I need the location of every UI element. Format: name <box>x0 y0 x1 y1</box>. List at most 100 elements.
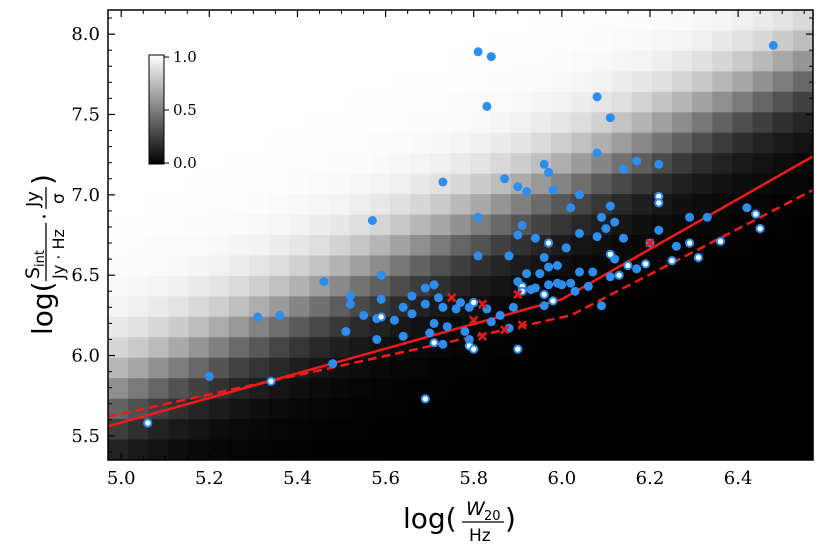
heatmap-cell <box>490 255 512 277</box>
heatmap-cell <box>692 112 713 134</box>
heatmap-cell <box>249 91 270 113</box>
heatmap-cell <box>168 337 190 359</box>
heatmap-cell <box>309 71 331 93</box>
heatmap-cell <box>732 398 754 420</box>
heatmap-cell <box>410 398 431 420</box>
heatmap-cell <box>208 194 230 216</box>
filled-point <box>530 233 540 243</box>
heatmap-cell <box>289 91 311 113</box>
heatmap-cell <box>551 357 572 379</box>
heatmap-cell <box>188 255 210 277</box>
heatmap-cell <box>732 296 754 318</box>
heatmap-cell <box>772 132 794 154</box>
heatmap-cell <box>450 419 472 441</box>
heatmap-cell <box>249 439 270 460</box>
heatmap-cell <box>712 316 734 338</box>
heatmap-cell <box>470 194 492 216</box>
filled-point <box>575 267 584 277</box>
heatmap-cell <box>732 255 754 277</box>
heatmap-cell <box>551 316 572 338</box>
heatmap-cell <box>228 419 250 441</box>
heatmap-cell <box>450 173 472 195</box>
heatmap-cell <box>269 357 290 379</box>
heatmap-cell <box>228 50 250 72</box>
filled-point <box>566 278 576 288</box>
heatmap-cell <box>611 91 633 113</box>
heatmap-cell <box>551 378 572 400</box>
heatmap-cell <box>309 10 331 32</box>
heatmap-cell <box>591 398 613 420</box>
x-axis-ticks: 5.0 5.2 5.4 5.6 5.8 6.0 6.2 6.4 <box>107 10 805 489</box>
heatmap-cell <box>188 91 210 113</box>
heatmap-cell <box>611 316 633 338</box>
heatmap-cell <box>430 153 452 175</box>
heatmap-cell <box>349 30 371 52</box>
heatmap-cell <box>208 112 230 134</box>
heatmap-cell <box>571 10 593 32</box>
heatmap-cell <box>390 275 411 297</box>
heatmap-cell <box>611 173 633 195</box>
heatmap-cell <box>269 71 290 93</box>
heatmap-cell <box>611 337 633 359</box>
heatmap-cell <box>571 194 593 216</box>
heatmap-cell <box>128 91 149 113</box>
heatmap-cell <box>591 316 613 338</box>
filled-point <box>398 302 408 312</box>
heatmap-cell <box>772 337 794 359</box>
open-point <box>755 224 765 234</box>
heatmap-cell <box>228 235 250 257</box>
heatmap-cell <box>531 50 552 72</box>
heatmap-cell <box>289 296 311 318</box>
heatmap-cell <box>510 30 532 52</box>
heatmap-cell <box>430 214 452 236</box>
heatmap-cell <box>410 30 431 52</box>
heatmap-cell <box>531 214 552 236</box>
heatmap-cell <box>792 194 813 216</box>
cross-point <box>468 315 479 325</box>
heatmap-cell <box>772 10 794 32</box>
heatmap-cell <box>369 112 391 134</box>
heatmap-cell <box>490 419 512 441</box>
heatmap-cell <box>228 132 250 154</box>
heatmap-cell <box>329 30 351 52</box>
heatmap-cell <box>249 132 270 154</box>
heatmap-cell <box>470 398 492 420</box>
svg-text:20: 20 <box>484 509 501 524</box>
cross-point <box>499 325 510 335</box>
heatmap-cell <box>108 10 129 32</box>
heatmap-cell <box>148 296 170 318</box>
heatmap-cell <box>148 378 170 400</box>
heatmap-cell <box>551 153 572 175</box>
heatmap-cell <box>470 419 492 441</box>
heatmap-cell <box>309 378 331 400</box>
filled-point <box>451 304 461 314</box>
open-point <box>685 238 695 248</box>
y-tick-label: 5.5 <box>71 426 100 447</box>
filled-point <box>513 230 523 240</box>
heatmap-cell <box>531 30 552 52</box>
heatmap-cell <box>692 194 713 216</box>
heatmap-cell <box>531 10 552 32</box>
filled-point <box>544 262 554 272</box>
heatmap-cell <box>752 439 774 460</box>
heatmap-cell <box>228 194 250 216</box>
heatmap-cell <box>571 398 593 420</box>
heatmap-cell <box>128 296 149 318</box>
filled-point <box>464 335 474 344</box>
x-axis-label: log( W 20 Hz ) <box>403 498 516 546</box>
heatmap-cell <box>531 337 552 359</box>
heatmap-cell <box>208 316 230 338</box>
heatmap-cell <box>108 194 129 216</box>
filled-point <box>372 335 382 344</box>
heatmap-cell <box>188 378 210 400</box>
heatmap-cell <box>611 357 633 379</box>
svg-text:σ: σ <box>49 193 69 204</box>
heatmap-cell <box>692 50 713 72</box>
heatmap-cell <box>228 296 250 318</box>
heatmap-cell <box>490 50 512 72</box>
heatmap-cell <box>289 214 311 236</box>
probability-heatmap <box>108 10 813 460</box>
heatmap-cell <box>309 194 331 216</box>
heatmap-cell <box>510 194 532 216</box>
heatmap-cell <box>168 255 190 277</box>
